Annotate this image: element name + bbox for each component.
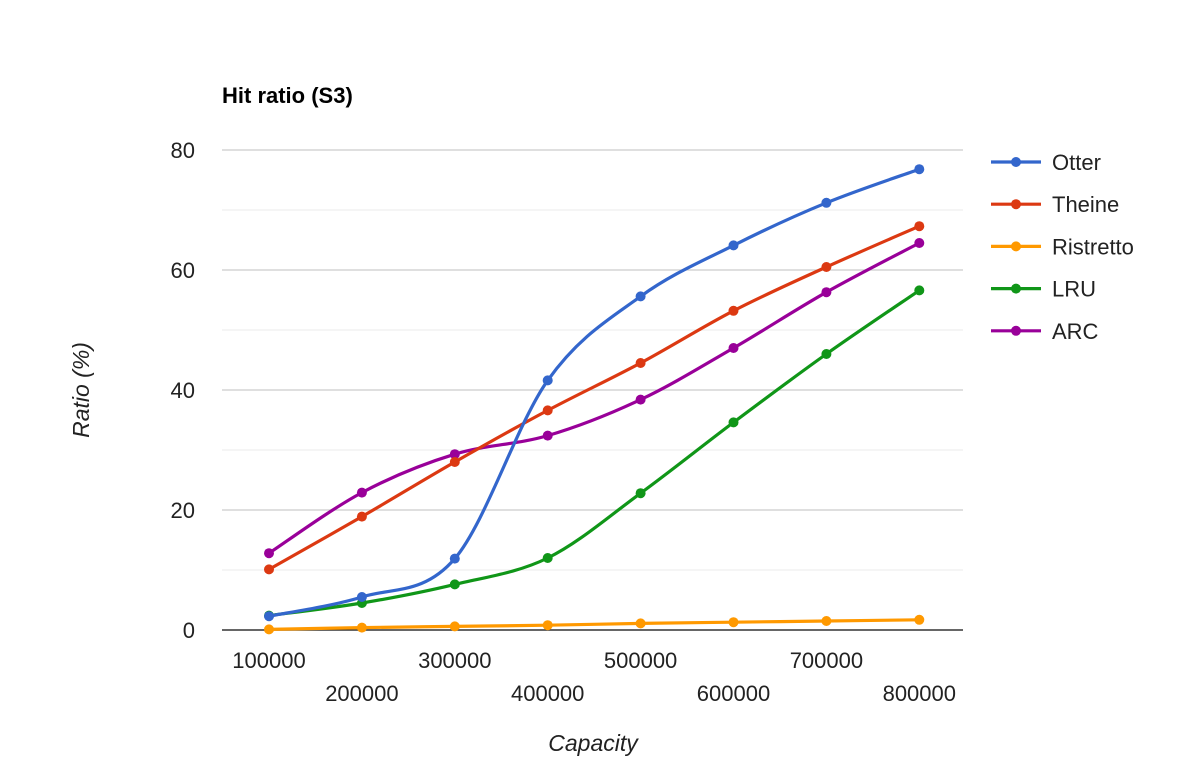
data-point-arc	[914, 238, 925, 248]
data-point-otter	[542, 375, 553, 386]
legend-item-lru: LRU	[991, 277, 1096, 302]
series-line-arc	[267, 241, 921, 555]
data-point-lru	[542, 553, 553, 563]
data-point-lru	[449, 579, 460, 590]
x-tick-label: 300000	[418, 648, 491, 673]
data-point-arc	[821, 287, 832, 298]
data-point-theine	[728, 305, 739, 316]
legend: Otter Theine Ristretto LRU ARC	[991, 150, 1134, 344]
data-point-lru	[821, 349, 832, 359]
data-point-ristretto	[542, 620, 553, 631]
data-point-otter	[914, 164, 925, 175]
data-point-theine	[542, 405, 553, 416]
data-point-arc	[356, 487, 367, 498]
data-point-arc	[635, 394, 646, 405]
data-point-arc	[264, 548, 274, 559]
legend-marker	[1011, 199, 1021, 210]
data-point-arc	[449, 449, 460, 460]
legend-marker	[1011, 283, 1021, 294]
data-point-theine	[635, 358, 646, 368]
data-point-theine	[264, 564, 274, 575]
data-point-arc	[542, 430, 553, 441]
legend-label: LRU	[1052, 277, 1096, 302]
data-point-theine	[449, 457, 460, 467]
series-otter	[264, 164, 925, 622]
x-axis-title: Capacity	[548, 730, 639, 756]
data-point-theine	[356, 511, 367, 522]
data-point-lru	[635, 488, 646, 499]
x-tick-label: 500000	[604, 648, 677, 673]
data-point-otter	[356, 592, 367, 602]
y-tick-label: 20	[171, 498, 195, 523]
legend-item-arc: ARC	[991, 319, 1099, 344]
data-point-otter	[449, 553, 460, 564]
series-line-theine	[267, 224, 921, 571]
data-point-lru	[728, 417, 739, 428]
gridlines	[222, 149, 963, 571]
data-point-lru	[914, 285, 925, 296]
series-line-lru	[267, 288, 921, 618]
x-axis-ticks: 100000 200000 300000 400000 500000 600000 7000…	[232, 648, 956, 706]
y-tick-label: 60	[171, 258, 195, 283]
data-point-otter	[821, 197, 832, 208]
data-point-ristretto	[449, 621, 460, 632]
data-point-ristretto	[728, 617, 739, 628]
x-tick-label: 800000	[883, 681, 956, 706]
y-axis-ticks: 0 20 40 60 80	[171, 138, 195, 643]
x-tick-label: 100000	[232, 648, 305, 673]
x-tick-label: 700000	[790, 648, 863, 673]
legend-item-otter: Otter	[991, 150, 1101, 175]
series-line-ristretto	[267, 618, 921, 631]
data-point-ristretto	[264, 624, 274, 635]
y-tick-label: 80	[171, 138, 195, 163]
data-point-ristretto	[914, 614, 925, 625]
y-tick-label: 0	[183, 618, 195, 643]
data-point-otter	[728, 240, 739, 251]
series-theine	[264, 221, 925, 575]
x-tick-label: 200000	[325, 681, 398, 706]
legend-item-ristretto: Ristretto	[991, 234, 1134, 259]
legend-label: Ristretto	[1052, 234, 1134, 259]
data-point-ristretto	[356, 622, 367, 633]
series-lines	[264, 164, 925, 635]
series-arc	[264, 238, 925, 559]
legend-label: Theine	[1052, 192, 1119, 217]
series-line-otter	[267, 167, 921, 618]
legend-marker	[1011, 157, 1021, 167]
legend-item-theine: Theine	[991, 192, 1119, 217]
data-point-theine	[914, 221, 925, 232]
legend-marker	[1011, 325, 1021, 336]
data-point-arc	[728, 343, 739, 353]
data-point-theine	[821, 262, 832, 272]
data-point-otter	[635, 291, 646, 302]
y-axis-title: Ratio (%)	[68, 342, 94, 438]
series-ristretto	[264, 614, 925, 635]
legend-label: ARC	[1052, 319, 1099, 344]
legend-label: Otter	[1052, 150, 1101, 175]
y-tick-label: 40	[171, 378, 195, 403]
data-point-otter	[264, 611, 274, 622]
data-point-ristretto	[821, 616, 832, 626]
data-point-ristretto	[635, 618, 646, 629]
x-tick-label: 400000	[511, 681, 584, 706]
chart-title: Hit ratio (S3)	[222, 83, 353, 108]
legend-marker	[1011, 241, 1021, 252]
x-tick-label: 600000	[697, 681, 770, 706]
